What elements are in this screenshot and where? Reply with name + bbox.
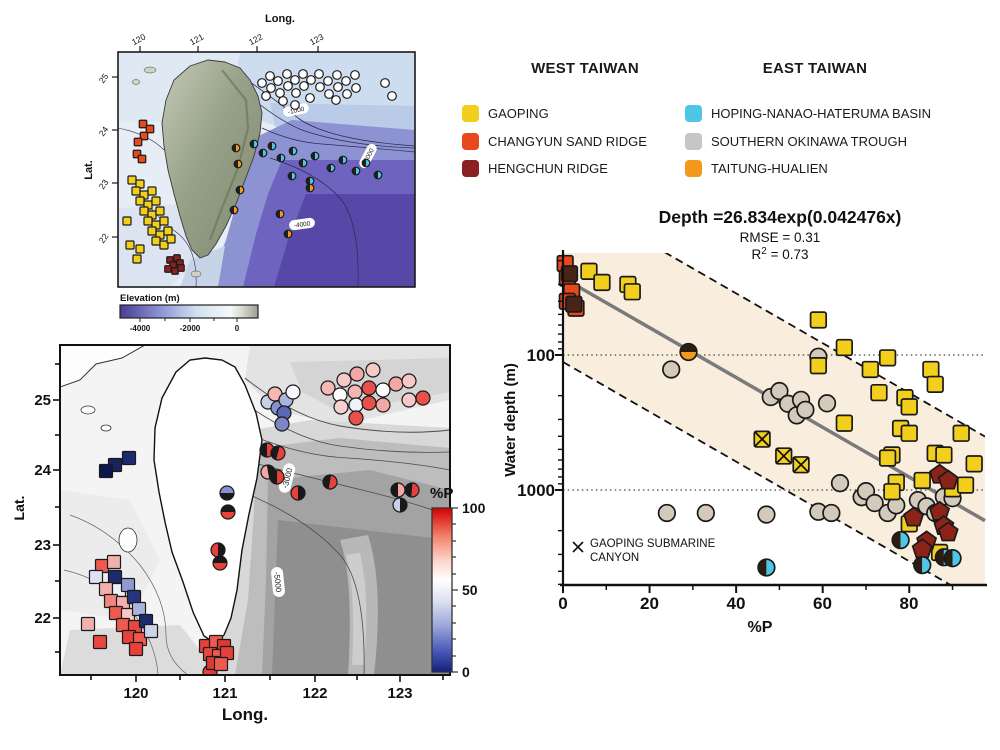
- y-tick-label: 1000: [517, 481, 555, 500]
- pctp-colorbar: [431, 507, 453, 673]
- gaoping-swatch: [462, 104, 479, 122]
- map-top-xtick: 121: [188, 31, 205, 47]
- contour-label: -5000: [272, 571, 283, 593]
- changyun-swatch: [462, 132, 479, 150]
- map-bottom-ylabel: Lat.: [11, 496, 27, 521]
- legend-east-title: EAST TAIWAN: [762, 60, 868, 77]
- taitung-swatch: [685, 159, 702, 177]
- pctp-circle-sites: [260, 362, 431, 432]
- pctp-tick: 0: [462, 664, 470, 680]
- legend: WEST TAIWAN EAST TAIWAN GAOPING CHANGYUN…: [440, 60, 1000, 190]
- map-bottom-xtick: 120: [123, 685, 148, 702]
- x-tick-label: 0: [558, 594, 567, 613]
- legend-west-title: WEST TAIWAN: [531, 60, 639, 77]
- map-bottom-xlabel: Long.: [222, 705, 268, 724]
- pctp-square-sites: [80, 450, 235, 672]
- pctp-tick: 100: [462, 500, 486, 516]
- taiwan-island: [161, 59, 263, 259]
- hengchun-ridge-sites: [164, 254, 185, 275]
- southern-okinawa-trough-sites: [257, 69, 397, 110]
- legend-item-hengchun: HENGCHUN RIDGE: [462, 158, 608, 178]
- map-top-ytick: 25: [97, 71, 111, 85]
- map-top-ytick: 22: [97, 231, 111, 245]
- map-bottom-ytick: 23: [34, 537, 51, 554]
- legend-item-taitung: TAITUNG-HUALIEN: [685, 158, 828, 178]
- hoping-swatch: [685, 104, 702, 122]
- map-top-panel: -1000 -4000 -4000 Long. 120 121 122 123 …: [40, 8, 430, 338]
- scatter-panel: Depth =26.834exp(0.042476x) RMSE = 0.31 …: [495, 195, 1000, 645]
- canyon-annotation: GAOPING SUBMARINE CANYON: [572, 538, 716, 564]
- elevation-colorbar-title: Elevation (m): [120, 293, 180, 304]
- elevation-tick: -4000: [130, 324, 151, 333]
- map-bottom-ytick: 25: [34, 392, 51, 409]
- map-top-ytick: 24: [97, 124, 111, 138]
- series-gaoping: [580, 262, 983, 562]
- elevation-tick: 0: [235, 324, 240, 333]
- legend-item-gaoping: GAOPING: [462, 103, 549, 123]
- series-gaoping-submarine-canyon: [753, 430, 810, 474]
- pctp-half-circle-sites: [202, 442, 420, 675]
- taitung-hualien-sites: [229, 143, 315, 239]
- chart-title: Depth =26.834exp(0.042476x): [659, 207, 902, 227]
- series-hengchun-ridge: [560, 265, 583, 313]
- legend-item-changyun: CHANGYUN SAND RIDGE: [462, 131, 647, 151]
- grayscale-bathymetry-art: -3000 -5000: [60, 345, 450, 675]
- y-tick-label: 100: [527, 346, 555, 365]
- elevation-colorbar: [119, 304, 259, 319]
- svg-text:GAOPING SUBMARINE: GAOPING SUBMARINE: [590, 538, 716, 550]
- series-hengchun-ridge: [903, 463, 959, 559]
- x-tick-label: 40: [727, 594, 746, 613]
- series-hoping-nanao-hateruma-basin: [757, 530, 962, 577]
- elevation-map: -1000 -4000 -4000 Long. 120 121 122 123 …: [83, 13, 416, 333]
- map-top-ytick: 23: [97, 177, 111, 191]
- chart-ylabel: Water depth (m): [502, 363, 519, 477]
- map-top-xtick: 122: [247, 31, 264, 47]
- hengchun-swatch: [462, 159, 479, 177]
- map-top-xlabel: Long.: [265, 13, 295, 25]
- chart-rmse: RMSE = 0.31: [740, 230, 821, 245]
- map-top-ylabel: Lat.: [83, 160, 95, 180]
- map-top-xtick: 123: [308, 31, 325, 47]
- gaoping-sites: [122, 175, 176, 264]
- chart-xlabel: %P: [748, 619, 773, 636]
- map-bottom-panel: -3000 -5000 25 24 23 22 Lat.: [10, 340, 510, 730]
- x-tick-label: 20: [640, 594, 659, 613]
- changyun-sand-ridge-sites: [132, 119, 155, 164]
- legend-item-hoping: HOPING-NANAO-HATERUMA BASIN: [685, 103, 931, 123]
- map-bottom-xtick: 123: [387, 685, 412, 702]
- depth-vs-pctp-chart: Depth =26.834exp(0.042476x) RMSE = 0.31 …: [502, 207, 987, 636]
- bathymetry-art: -1000 -4000 -4000: [118, 52, 415, 287]
- elevation-tick: -2000: [180, 324, 201, 333]
- pctp-tick: 50: [462, 582, 478, 598]
- chart-r2: R2 = 0.73: [752, 246, 809, 262]
- map-bottom-ytick: 24: [34, 462, 51, 479]
- legend-item-okinawa: SOUTHERN OKINAWA TROUGH: [685, 131, 907, 151]
- contour-label: -4000: [293, 220, 311, 229]
- pctp-colorbar-title: %P: [430, 485, 453, 502]
- map-bottom-ytick: 22: [34, 610, 51, 627]
- hoping-nanao-hateruma-sites: [249, 139, 383, 186]
- pctp-map: -3000 -5000 25 24 23 22 Lat.: [11, 344, 486, 724]
- x-tick-label: 80: [900, 594, 919, 613]
- okinawa-swatch: [685, 132, 702, 150]
- map-top-xtick: 120: [130, 31, 147, 47]
- map-bottom-xtick: 121: [212, 685, 237, 702]
- contour-label: -1000: [287, 106, 305, 116]
- x-tick-label: 60: [813, 594, 832, 613]
- series-taitung-hualien: [679, 342, 698, 362]
- map-bottom-xtick: 122: [302, 685, 327, 702]
- svg-text:CANYON: CANYON: [590, 552, 639, 564]
